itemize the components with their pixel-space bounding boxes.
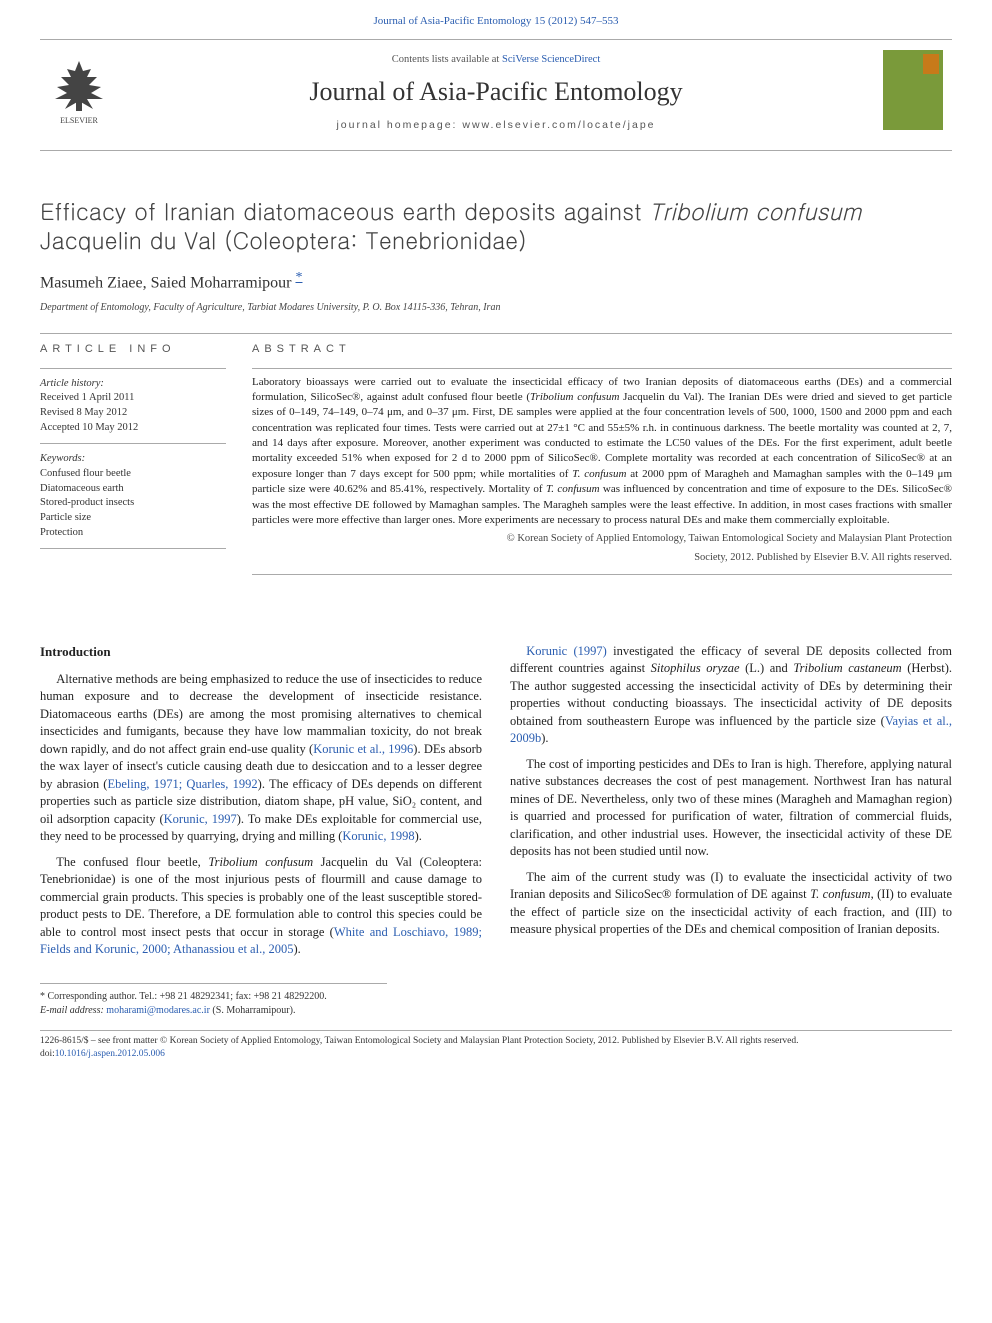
abstract-copyright-2: Society, 2012. Published by Elsevier B.V… xyxy=(252,551,952,566)
article-title: Efficacy of Iranian diatomaceous earth d… xyxy=(40,197,952,255)
svg-text:ELSEVIER: ELSEVIER xyxy=(60,116,98,125)
title-post: Jacquelin du Val (Coleoptera: Tenebrioni… xyxy=(40,224,527,256)
keyword-item: Particle size xyxy=(40,511,226,526)
title-pre: Efficacy of Iranian diatomaceous earth d… xyxy=(40,195,649,227)
doi-label: doi: xyxy=(40,1049,55,1059)
body-seg: ). xyxy=(415,829,422,843)
article-body: Introduction Alternative methods are bei… xyxy=(40,643,952,959)
keyword-item: Stored-product insects xyxy=(40,496,226,511)
body-paragraph: The cost of importing pesticides and DEs… xyxy=(510,756,952,861)
journal-name: Journal of Asia-Pacific Entomology xyxy=(118,74,874,110)
footnote-separator xyxy=(40,983,387,984)
journal-citation-link: Journal of Asia-Pacific Entomology 15 (2… xyxy=(40,0,952,39)
contents-prefix: Contents lists available at xyxy=(392,54,502,65)
abstract-text: Laboratory bioassays were carried out to… xyxy=(252,375,952,529)
citation-link[interactable]: Korunic, 1998 xyxy=(342,829,414,843)
body-paragraph: Korunic (1997) investigated the efficacy… xyxy=(510,643,952,748)
citation-link[interactable]: Korunic (1997) xyxy=(526,644,607,658)
abstract-rule-bottom xyxy=(252,574,952,575)
abstract-heading: ABSTRACT xyxy=(252,342,952,357)
abstract-column: ABSTRACT Laboratory bioassays were carri… xyxy=(252,342,952,575)
title-block: Efficacy of Iranian diatomaceous earth d… xyxy=(40,197,952,315)
corresponding-author-mark[interactable]: * xyxy=(295,270,302,285)
affiliation: Department of Entomology, Faculty of Agr… xyxy=(40,301,952,315)
info-rule-3 xyxy=(40,548,226,549)
sciencedirect-link[interactable]: SciVerse ScienceDirect xyxy=(502,54,600,65)
body-seg: ). xyxy=(541,731,548,745)
keywords-label: Keywords: xyxy=(40,452,226,467)
body-paragraph: Alternative methods are being emphasized… xyxy=(40,671,482,846)
info-rule-2 xyxy=(40,443,226,444)
doi-line: doi:10.1016/j.aspen.2012.05.006 xyxy=(40,1048,952,1061)
masthead-citation: 15 (2012) 547–553 xyxy=(534,15,618,27)
author-2: Saied Moharramipour xyxy=(151,275,292,292)
keyword-item: Diatomaceous earth xyxy=(40,482,226,497)
citation-link[interactable]: Korunic et al., 1996 xyxy=(313,742,413,756)
abstract-copyright-1: © Korean Society of Applied Entomology, … xyxy=(252,532,952,547)
masthead-center: Contents lists available at SciVerse Sci… xyxy=(118,53,874,133)
homepage-prefix: journal homepage: xyxy=(336,119,462,131)
history-accepted: Accepted 10 May 2012 xyxy=(40,421,226,436)
body-species: Tribolium confusum xyxy=(208,855,313,869)
homepage-url: www.elsevier.com/locate/jape xyxy=(462,119,655,131)
rule-above-abstract xyxy=(40,333,952,334)
email-label: E-mail address: xyxy=(40,1005,106,1016)
history-label: Article history: xyxy=(40,377,226,392)
publisher-logo-wrap: ELSEVIER xyxy=(40,55,118,131)
abstract-species: T. confusum xyxy=(572,468,626,480)
abstract-seg: Jacquelin du Val). The Iranian DEs were … xyxy=(252,391,952,480)
author-list: Masumeh Ziaee, Saied Moharramipour * xyxy=(40,268,952,295)
journal-citation-anchor[interactable]: Journal of Asia-Pacific Entomology 15 (2… xyxy=(373,15,618,27)
abstract-rule-top xyxy=(252,368,952,369)
info-rule-1 xyxy=(40,368,226,369)
front-matter-line: 1226-8615/$ – see front matter © Korean … xyxy=(40,1035,952,1048)
journal-cover-thumbnail xyxy=(883,50,943,130)
doi-link[interactable]: 10.1016/j.aspen.2012.05.006 xyxy=(55,1049,165,1059)
abstract-species: Tribolium confusum xyxy=(530,391,619,403)
keyword-item: Confused flour beetle xyxy=(40,467,226,482)
body-paragraph: The aim of the current study was (I) to … xyxy=(510,869,952,939)
author-email-link[interactable]: moharami@modares.ac.ir xyxy=(106,1005,210,1016)
body-seg: ). xyxy=(293,942,300,956)
contents-line: Contents lists available at SciVerse Sci… xyxy=(118,53,874,68)
article-info-heading: ARTICLE INFO xyxy=(40,342,226,357)
elsevier-tree-logo: ELSEVIER xyxy=(47,55,111,125)
info-abstract-row: ARTICLE INFO Article history: Received 1… xyxy=(40,342,952,575)
article-info-column: ARTICLE INFO Article history: Received 1… xyxy=(40,342,226,575)
email-line: E-mail address: moharami@modares.ac.ir (… xyxy=(40,1004,952,1018)
masthead-journal-name-top: Journal of Asia-Pacific Entomology xyxy=(373,15,531,27)
email-person: (S. Moharramipour). xyxy=(210,1005,296,1016)
footnotes: * Corresponding author. Tel.: +98 21 482… xyxy=(40,990,952,1018)
history-received: Received 1 April 2011 xyxy=(40,391,226,406)
body-species: Sitophilus oryzae xyxy=(651,661,740,675)
keyword-item: Protection xyxy=(40,526,226,541)
body-species: T. confusum xyxy=(810,887,871,901)
citation-link[interactable]: Ebeling, 1971; Quarles, 1992 xyxy=(107,777,257,791)
body-seg: (L.) and xyxy=(740,661,794,675)
author-1: Masumeh Ziaee xyxy=(40,275,143,292)
homepage-line: journal homepage: www.elsevier.com/locat… xyxy=(118,118,874,133)
journal-cover-wrap xyxy=(874,50,952,136)
author-sep: , xyxy=(143,275,151,292)
abstract-species: T. confusum xyxy=(546,483,600,495)
section-heading-introduction: Introduction xyxy=(40,643,482,661)
body-species: Tribolium castaneum xyxy=(793,661,901,675)
citation-link[interactable]: Korunic, 1997 xyxy=(164,812,237,826)
body-paragraph: The confused flour beetle, Tribolium con… xyxy=(40,854,482,959)
title-species: Tribolium confusum xyxy=(649,195,861,227)
history-revised: Revised 8 May 2012 xyxy=(40,406,226,421)
corresponding-author-note: * Corresponding author. Tel.: +98 21 482… xyxy=(40,990,952,1004)
body-seg: The confused flour beetle, xyxy=(56,855,208,869)
masthead: ELSEVIER Contents lists available at Sci… xyxy=(40,39,952,151)
copyright-block: 1226-8615/$ – see front matter © Korean … xyxy=(40,1030,952,1062)
